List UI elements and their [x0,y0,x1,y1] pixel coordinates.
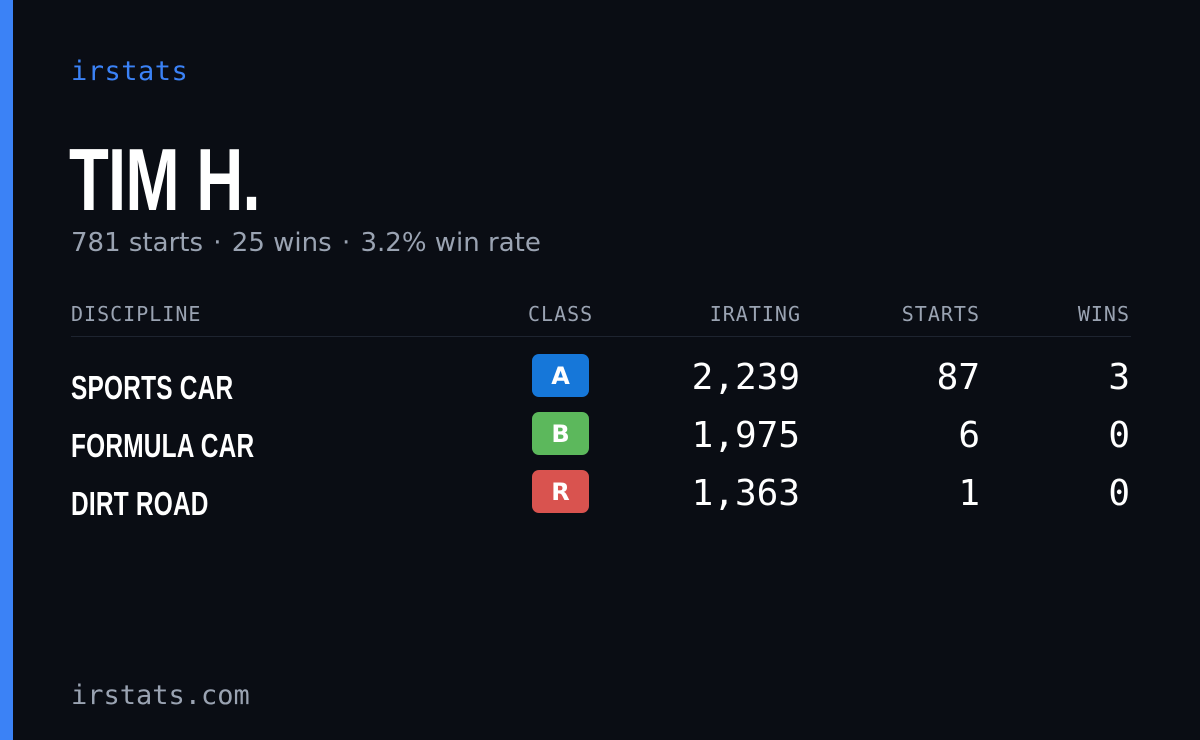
discipline-name: FORMULA CAR [71,427,255,464]
win-rate: 3.2% win rate [360,228,541,258]
discipline-name: DIRT ROAD [71,485,209,522]
wins-value: 0 [1108,473,1130,514]
class-badge: R [532,470,589,513]
separator: · [341,228,351,258]
starts-value: 87 [936,357,980,398]
wins-value: 0 [1108,415,1130,456]
table-row: DIRT ROAD R 1,363 1 0 [71,467,1131,525]
header-discipline: DISCIPLINE [71,302,202,326]
discipline-name: SPORTS CAR [71,369,234,406]
irating-value: 2,239 [691,357,800,398]
wins-count: 25 wins [231,228,332,258]
table-header: DISCIPLINE CLASS IRATING STARTS WINS [71,296,1131,337]
brand-logo: irstats [71,56,189,87]
class-badge: A [532,354,589,397]
header-class: CLASS [528,302,594,326]
driver-summary: 781 starts · 25 wins · 3.2% win rate [71,228,541,258]
starts-value: 6 [958,415,980,456]
footer-url[interactable]: irstats.com [71,680,250,711]
irating-value: 1,975 [691,415,800,456]
irating-value: 1,363 [691,473,800,514]
accent-bar [0,0,13,740]
driver-name: TIM H. [69,130,261,229]
header-wins: WINS [1077,302,1130,326]
table-body: SPORTS CAR A 2,239 87 3 FORMULA CAR B 1,… [71,351,1131,525]
header-starts: STARTS [901,302,980,326]
header-irating: IRATING [709,302,801,326]
class-badge: B [532,412,589,455]
discipline-table: DISCIPLINE CLASS IRATING STARTS WINS SPO… [71,296,1131,522]
separator: · [213,228,222,258]
wins-value: 3 [1108,357,1130,398]
starts-value: 1 [958,473,980,514]
table-row: FORMULA CAR B 1,975 6 0 [71,409,1131,467]
table-row: SPORTS CAR A 2,239 87 3 [71,351,1131,409]
starts-count: 781 starts [71,228,203,258]
